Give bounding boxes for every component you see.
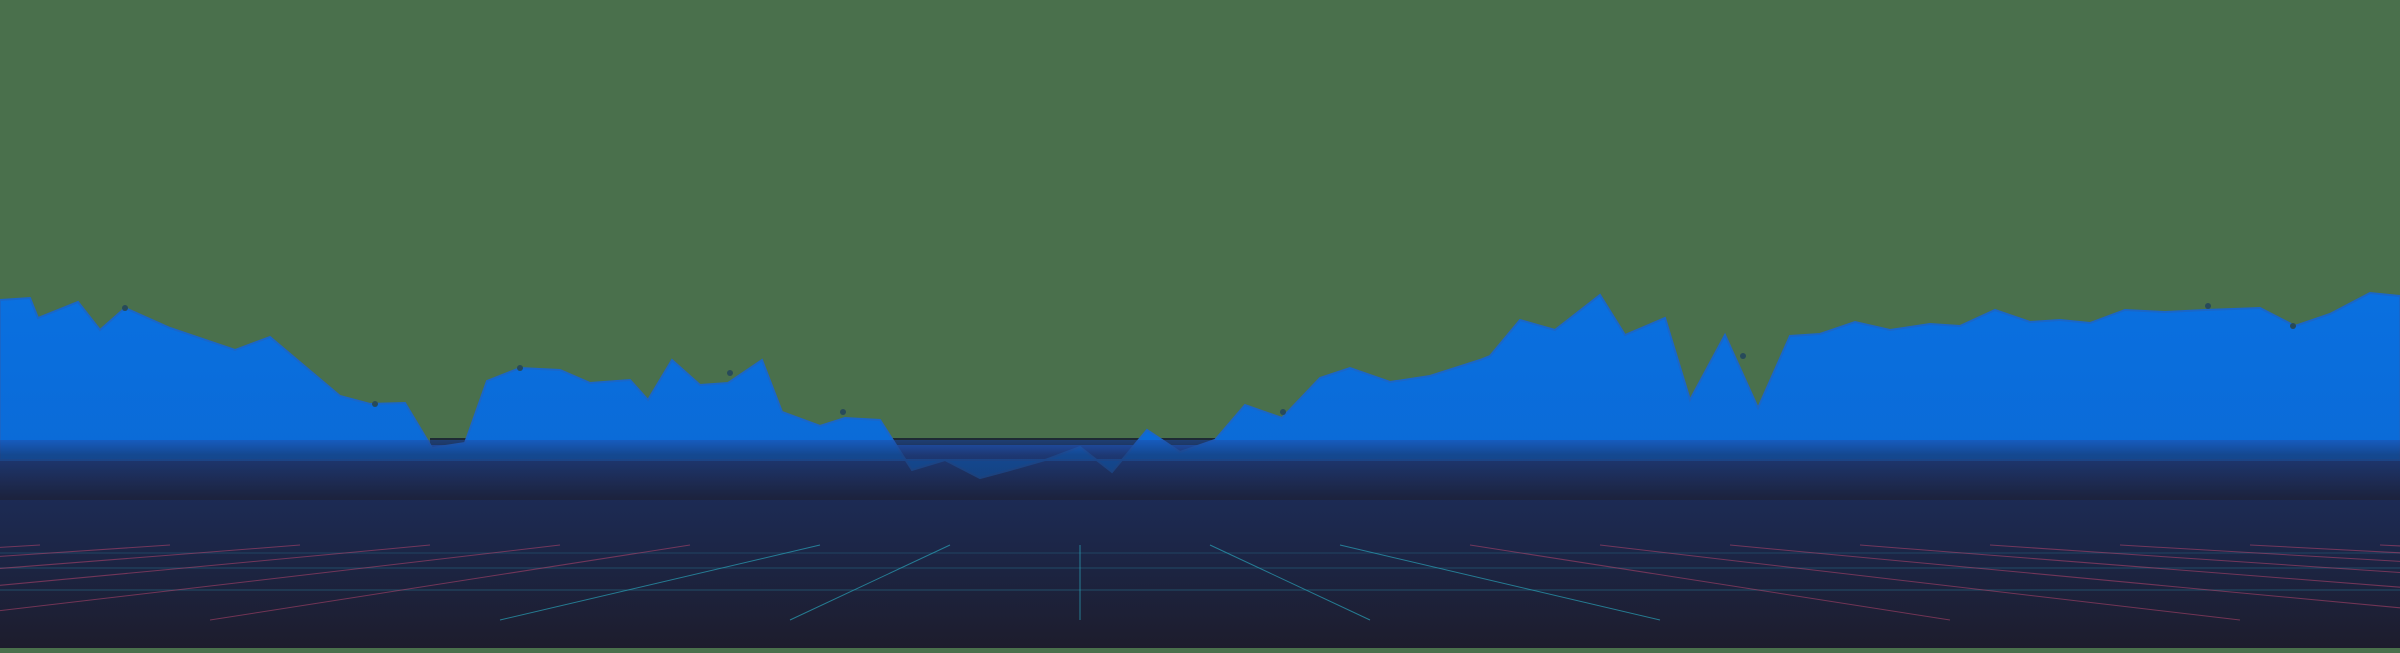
ridge-markers	[122, 303, 2296, 415]
bottom-edge-strip	[0, 648, 2400, 653]
grid-radial-line	[0, 544, 301, 569]
grid-radial-line	[1599, 544, 2241, 621]
grid-radial-line	[0, 544, 561, 612]
grid-radial-line	[1729, 544, 2400, 609]
grid-radial-line	[209, 544, 691, 621]
grid-radial-line	[789, 544, 951, 621]
ridge-marker	[727, 370, 733, 376]
grid-radial-line	[1339, 544, 1661, 621]
grid-radial-line	[1469, 544, 1951, 621]
ridge-marker	[2290, 323, 2296, 329]
grid-radial-line	[1209, 544, 1371, 621]
ridge-marker	[122, 305, 128, 311]
grid-radial-line	[1859, 544, 2400, 588]
ridge-marker	[517, 365, 523, 371]
floor-grid-lines	[0, 544, 2400, 621]
ridge-marker	[2205, 303, 2211, 309]
grid-radial-line	[499, 544, 821, 621]
grid-radial-line	[2119, 544, 2400, 562]
ridge-marker	[1740, 353, 1746, 359]
grid-radial-line	[1989, 544, 2400, 573]
mountain-base-fade	[0, 440, 2400, 500]
ridge-marker	[840, 409, 846, 415]
grid-radial-line	[0, 544, 431, 586]
ridge-marker	[372, 401, 378, 407]
ridge-marker	[1280, 409, 1286, 415]
